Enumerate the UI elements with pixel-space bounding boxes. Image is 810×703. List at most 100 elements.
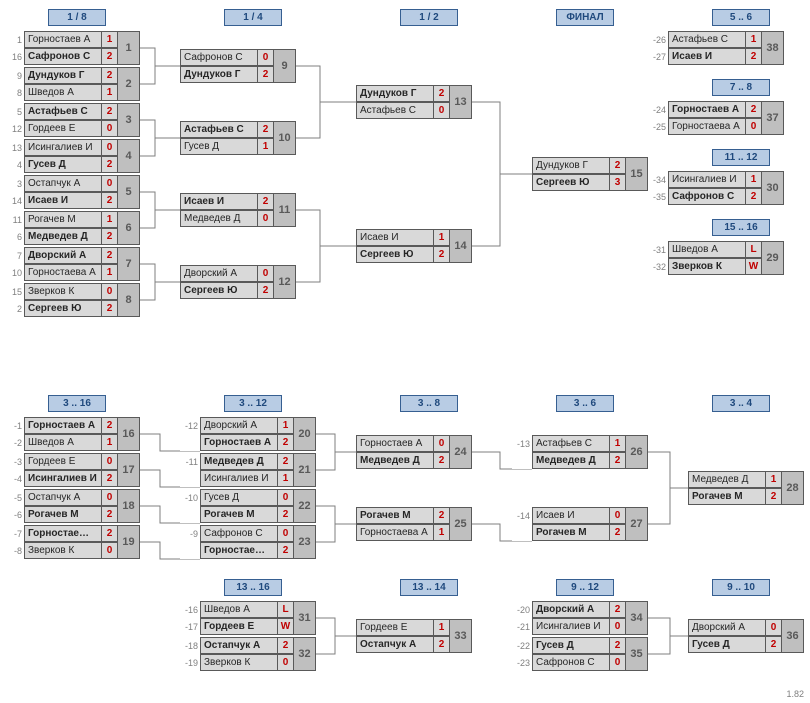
player-row: 13Исингалиев И0 [4,139,118,156]
player-name: Исаев И [356,229,434,246]
player-row: -24Горностаев А2 [648,101,762,118]
player-name: Гордеев Е [356,619,434,636]
player-name: Гордеев Е [24,120,102,137]
player-name: Шведов А [24,434,102,451]
match-number: 37 [762,101,784,135]
player-row: -32Зверков КW [648,258,762,275]
player-name: Исингалиев И [532,618,610,635]
player-seed: -12 [180,417,200,434]
player-score: 2 [258,282,274,299]
player-score: 2 [102,48,118,65]
match-number: 12 [274,265,296,299]
match: -26Астафьев С1-27Исаев И238 [648,31,784,65]
player-name: Рогачев М [24,506,102,523]
player-score: 0 [258,49,274,66]
player-name: Остапчук А [200,637,278,654]
player-seed: 12 [4,120,24,137]
player-row: Исингалиев И1 [180,470,294,487]
match: 9Дундуков Г28Шведов А12 [4,67,140,101]
player-seed: 3 [4,175,24,192]
match-number: 34 [626,601,648,635]
player-score: 2 [278,506,294,523]
player-score: 2 [258,66,274,83]
player-name: Горностаев А [24,417,102,434]
player-name: Горностаева А [356,524,434,541]
match-number: 28 [782,471,804,505]
player-score: 1 [102,434,118,451]
player-row: Рогачев М2 [180,506,294,523]
player-name: Гусев Д [24,156,102,173]
match: -1Горностаев А2-2Шведов А116 [4,417,140,451]
player-name: Медведев Д [200,453,278,470]
player-seed: -17 [180,618,200,635]
player-name: Сергеев Ю [24,300,102,317]
player-seed: -34 [648,171,668,188]
match: -11Медведев Д2Исингалиев И121 [180,453,316,487]
player-row: -22Гусев Д2 [512,637,626,654]
player-name: Сафронов С [532,654,610,671]
player-score: 0 [610,654,626,671]
player-name: Астафьев С [532,435,610,452]
match: Рогачев М2Горностаева А125 [356,507,472,541]
player-row: -8Зверков К0 [4,542,118,559]
player-score: 0 [434,102,450,119]
player-name: Горностаев А [668,101,746,118]
player-seed: 14 [4,192,24,209]
match-number: 16 [118,417,140,451]
player-name: Медведев Д [180,210,258,227]
player-score: 0 [102,542,118,559]
player-score: 2 [102,67,118,84]
player-seed: 1 [4,31,24,48]
player-row: Медведев Д2 [512,452,626,469]
player-seed: 8 [4,84,24,101]
player-name: Астафьев С [356,102,434,119]
player-score: 2 [278,434,294,451]
player-score: 2 [766,488,782,505]
player-seed: 13 [4,139,24,156]
player-row: -34Исингалиев И1 [648,171,762,188]
match: -34Исингалиев И1-35Сафронов С230 [648,171,784,205]
player-name: Дворский А [24,247,102,264]
player-score: 2 [434,507,450,524]
player-score: 0 [610,507,626,524]
player-row: 10Горностаева А1 [4,264,118,281]
player-score: 2 [102,247,118,264]
player-seed: -18 [180,637,200,654]
round-header: 1 / 2 [400,9,458,26]
match: 1Горностаев А116Сафронов С21 [4,31,140,65]
match-number: 8 [118,283,140,317]
player-name: Гусев Д [200,489,278,506]
player-row: -31Шведов АL [648,241,762,258]
match-number: 18 [118,489,140,523]
player-row: -18Остапчук А2 [180,637,294,654]
player-name: Астафьев С [180,121,258,138]
player-seed: -6 [4,506,24,523]
player-seed: -7 [4,525,24,542]
player-row: 5Астафьев С2 [4,103,118,120]
player-name: Дворский А [180,265,258,282]
match-number: 9 [274,49,296,83]
player-name: Сергеев Ю [180,282,258,299]
player-row: Остапчук А2 [356,636,450,653]
player-score: 1 [102,84,118,101]
player-row: -17Гордеев ЕW [180,618,294,635]
match: Дворский А0Сергеев Ю212 [180,265,296,299]
player-row: -23Сафронов С0 [512,654,626,671]
player-row: -9Сафронов С0 [180,525,294,542]
player-seed: 7 [4,247,24,264]
player-score: 1 [766,471,782,488]
player-score: 0 [102,453,118,470]
player-name: Горностаев А [356,435,434,452]
player-seed: 9 [4,67,24,84]
player-row: -13Астафьев С1 [512,435,626,452]
player-seed: 6 [4,228,24,245]
player-score: 0 [102,283,118,300]
match-number: 13 [450,85,472,119]
match-number: 32 [294,637,316,671]
player-score: 2 [102,506,118,523]
player-seed: 10 [4,264,24,281]
round-header: 3 .. 16 [48,395,106,412]
player-score: 1 [278,417,294,434]
player-row: 1Горностаев А1 [4,31,118,48]
player-score: 2 [102,228,118,245]
